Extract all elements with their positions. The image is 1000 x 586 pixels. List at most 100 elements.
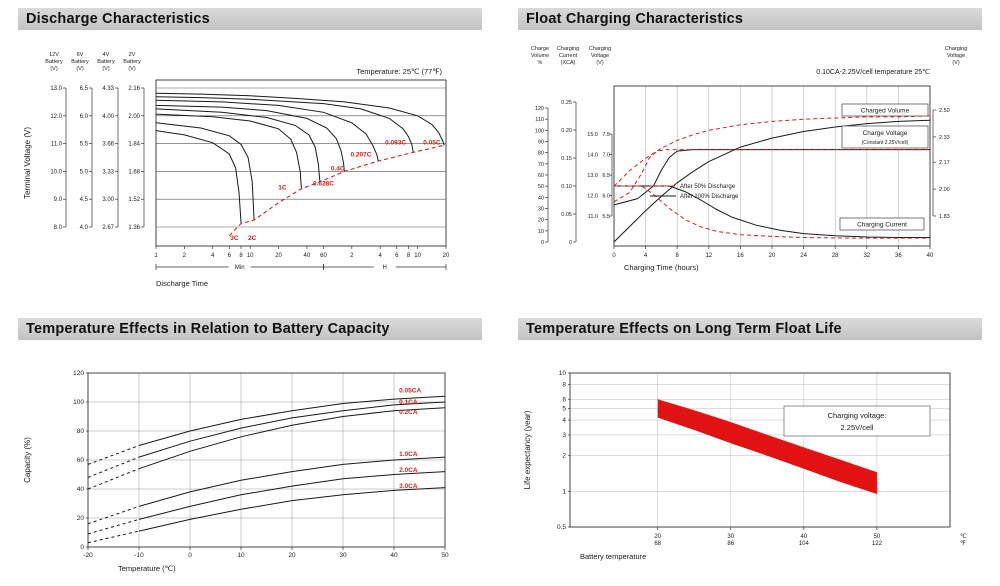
x-tick-label: 16 <box>737 253 744 259</box>
capacity-rate-label: 3.0CA <box>399 483 418 490</box>
legend-label: After 100% Discharge <box>680 194 739 200</box>
scale-header: 2V <box>129 52 136 58</box>
x-tick-label: 40 <box>390 552 398 559</box>
axis-tick-label: 0 <box>541 240 544 246</box>
charging-current-50-curve <box>614 185 930 239</box>
axis-tick-label: 40 <box>538 195 544 201</box>
float-life-chart: 1086543210.5206830864010450122℃℉Charging… <box>523 370 967 561</box>
y-tick-label: 20 <box>77 515 85 522</box>
scale-tick-label: 6.5 <box>80 86 89 92</box>
float-life-header-bar: Temperature Effects on Long Term Float L… <box>518 318 982 340</box>
scale-header: (V) <box>128 66 136 72</box>
charged-volume-label: Charged Volume <box>861 108 910 115</box>
x-tick-label: 36 <box>895 253 902 259</box>
2.0CA-curve <box>138 471 446 520</box>
axis-tick-label: 0.25 <box>561 100 572 106</box>
range-label-bg <box>373 262 396 271</box>
capacity-rate-label: 0.2CA <box>399 409 418 416</box>
axis-tick-label: 2.33 <box>939 135 950 141</box>
axis-tick-label: 2.17 <box>939 160 950 166</box>
scale-tick-label: 2.67 <box>102 225 114 231</box>
scale-header: (V) <box>50 66 58 72</box>
charging-voltage-box <box>783 405 931 437</box>
axis-tick-label: 2.00 <box>939 187 950 193</box>
axis-header: (V) <box>596 60 604 66</box>
axis-tick-label: 11.0 <box>588 214 598 220</box>
rate-label: 0.093C <box>385 139 406 146</box>
y-tick-label: 60 <box>77 457 85 464</box>
scale-tick-label: 5.0 <box>80 169 89 175</box>
scale-tick-label: 1.84 <box>128 142 140 148</box>
scale-header: Battery <box>97 59 115 65</box>
float-life-title: Temperature Effects on Long Term Float L… <box>526 321 842 337</box>
discharge-curve <box>155 130 242 224</box>
x-tick-label-f: 86 <box>727 541 734 547</box>
x-tick-label: 20 <box>443 253 450 259</box>
discharge-curve <box>155 108 321 182</box>
x-tick-label: 10 <box>237 552 245 559</box>
scale-header: (V) <box>76 66 84 72</box>
y-tick-label: 100 <box>73 399 84 406</box>
axis-header: Voltage <box>591 53 609 59</box>
scale-tick-label: 3.33 <box>102 169 114 175</box>
x-tick-label: 30 <box>339 552 347 559</box>
x-tick-label-f: 122 <box>872 541 883 547</box>
x-tick-label: 8 <box>676 253 680 259</box>
scale-tick-label: 2.00 <box>128 114 140 120</box>
scale-tick-label: 4.00 <box>102 114 114 120</box>
scale-tick-label: 3.66 <box>102 142 114 148</box>
capacity-chart: 0 20 40 60 80 100 120 -20 -10 0 10 20 30 40 50 Capacity… <box>23 370 449 573</box>
x-tick-label: 4 <box>211 253 215 259</box>
x-tick-label: 10 <box>414 253 421 259</box>
scale-header: Battery <box>71 59 89 65</box>
axis-tick-label: 60 <box>538 173 544 179</box>
x-tick-label: 20 <box>288 552 296 559</box>
charging-annotation: 0.10CA-2.25V/cell temperature 25℃ <box>816 69 930 76</box>
charged-volume-label-box <box>841 103 929 117</box>
y-tick-label: 3 <box>562 432 566 439</box>
0.2CA-curve-dashed <box>87 468 140 490</box>
x-tick-label: 20 <box>275 253 282 259</box>
axis-tick-label: 14.0 <box>587 153 598 159</box>
y-tick-label: 40 <box>77 486 85 493</box>
range-label: Min <box>235 265 245 271</box>
1.0CA-curve <box>138 456 446 507</box>
scale-tick-label: 9.0 <box>54 197 63 203</box>
y-tick-label: 80 <box>77 428 85 435</box>
discharge-curve <box>155 104 345 172</box>
scale-tick-label: 11.0 <box>51 142 63 148</box>
capacity-header-bar: Temperature Effects in Relation to Batte… <box>18 318 482 340</box>
y-tick-label: 2 <box>562 453 566 460</box>
axis-tick-label: 7.5 <box>602 132 610 138</box>
life-expectancy-band <box>657 399 877 494</box>
scale-tick-label: 8.0 <box>54 225 63 231</box>
axis-header: Charging <box>557 46 579 52</box>
x-tick-label: 0 <box>612 253 616 259</box>
axis-tick-label: 7.0 <box>602 153 610 159</box>
x-unit-celsius: ℃ <box>960 534 967 540</box>
0.05CA-curve-dashed <box>87 445 140 465</box>
x-axis-label: Charging Time (hours) <box>624 263 699 272</box>
axis-tick-label: 70 <box>538 162 544 168</box>
capacity-rate-label: 0.1CA <box>399 399 418 406</box>
x-tick-label: 4 <box>644 253 648 259</box>
axis-tick-label: 80 <box>538 151 544 157</box>
rate-label: 0.4C <box>331 166 345 173</box>
capacity-title: Temperature Effects in Relation to Batte… <box>26 321 390 337</box>
x-tick-label: -10 <box>134 552 144 559</box>
x-tick-label: 24 <box>800 253 807 259</box>
axis-tick-label: 0.10 <box>561 184 572 190</box>
axis-tick-label: 1.83 <box>939 214 950 220</box>
x-tick-label: 20 <box>769 253 776 259</box>
y-tick-label: 10 <box>559 370 567 377</box>
scale-tick-label: 1.52 <box>128 197 140 203</box>
rate-label: 3C <box>230 235 239 242</box>
axis-header: Charging <box>945 46 967 52</box>
x-tick-label: 2 <box>183 253 187 259</box>
charge-voltage-50-curve <box>613 149 930 203</box>
axis-tick-label: 15.0 <box>587 132 598 138</box>
0.2CA-curve <box>138 407 446 470</box>
x-tick-label-c: 30 <box>727 534 734 540</box>
axis-tick-label: 50 <box>538 184 544 190</box>
axis-tick-label: 20 <box>538 218 544 224</box>
